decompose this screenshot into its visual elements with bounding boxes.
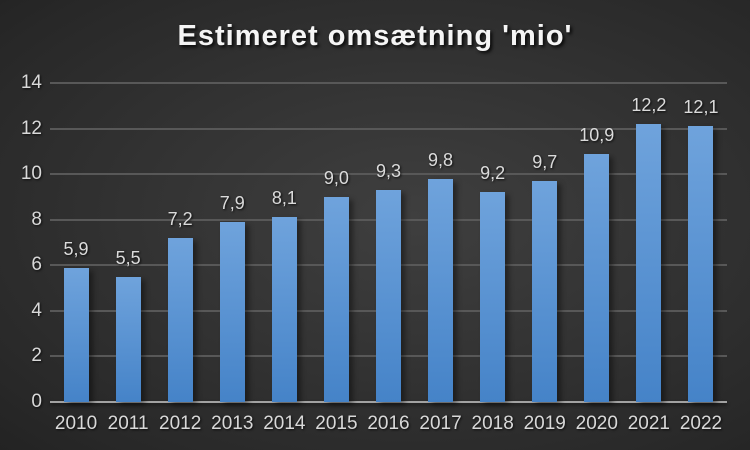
bar-value-label: 9,8: [428, 149, 454, 170]
y-axis-tick-label: 2: [31, 345, 42, 367]
bar-value-label: 9,0: [323, 167, 349, 188]
bar-value-label: 9,2: [480, 163, 506, 184]
bar-value-label: 12,1: [683, 97, 719, 118]
bar-value-label: 5,9: [63, 238, 89, 259]
bar-value-label: 5,5: [115, 247, 141, 268]
bar: [688, 126, 714, 402]
x-axis-line: [50, 401, 727, 403]
gridline: [50, 173, 727, 176]
x-axis-tick-label: 2013: [211, 413, 254, 434]
bar-value-label: 9,7: [532, 151, 558, 172]
x-axis-tick-label: 2016: [367, 413, 410, 434]
x-axis-tick-label: 2021: [627, 413, 671, 434]
y-axis-tick-label: 12: [20, 117, 42, 139]
x-axis-tick-label: 2020: [575, 413, 618, 434]
bar-value-label: 9,3: [375, 161, 402, 182]
y-axis-tick-label: 8: [31, 208, 42, 230]
bar: [219, 221, 245, 402]
bar: [428, 178, 454, 402]
bar: [271, 217, 297, 402]
x-axis-tick-label: 2012: [159, 413, 202, 434]
bar: [115, 276, 141, 402]
y-axis-tick-label: 10: [20, 163, 42, 185]
x-axis-tick-label: 2019: [523, 413, 566, 434]
bar: [532, 180, 558, 402]
y-axis-tick-label: 0: [31, 391, 42, 412]
x-axis-tick-label: 2022: [679, 413, 723, 434]
y-axis-tick-label: 4: [31, 299, 42, 321]
bar-value-label: 8,1: [271, 188, 297, 209]
chart-title: Estimeret omsætning 'mio': [177, 20, 573, 52]
bar: [323, 196, 349, 402]
gridline: [50, 82, 727, 84]
y-axis-tick-label: 14: [20, 72, 42, 93]
bar-value-label: 7,2: [167, 208, 193, 229]
bar: [480, 192, 506, 402]
bar: [376, 190, 401, 402]
bar: [636, 124, 662, 402]
bar: [584, 153, 610, 402]
y-axis-tick-label: 6: [31, 254, 42, 276]
bar: [63, 267, 89, 402]
bar: [167, 237, 193, 402]
gridline: [50, 127, 727, 130]
bar-value-label: 7,9: [219, 192, 245, 213]
bar-value-label: 12,2: [631, 95, 667, 115]
x-axis-tick-label: 2010: [54, 413, 98, 434]
x-axis-tick-label: 2018: [471, 413, 514, 434]
x-axis-tick-label: 2015: [315, 413, 358, 434]
x-axis-tick-label: 2017: [419, 413, 462, 434]
x-axis-tick-label: 2011: [107, 413, 149, 434]
bar-value-label: 10,9: [579, 124, 615, 145]
x-axis-tick-label: 2014: [263, 413, 306, 434]
